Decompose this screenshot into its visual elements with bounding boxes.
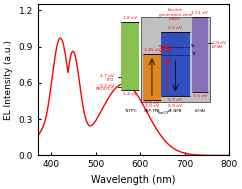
X-axis label: Wavelength (nm): Wavelength (nm) [91, 175, 176, 185]
Y-axis label: EL Intensity (a.u.): EL Intensity (a.u.) [4, 40, 13, 120]
